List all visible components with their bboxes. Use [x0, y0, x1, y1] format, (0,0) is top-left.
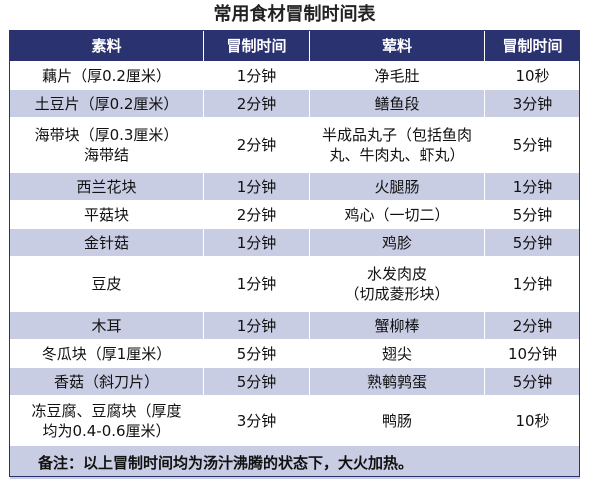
cell-line: 香菇（斜刀片）: [53, 372, 159, 391]
cell-line: 海带块（厚0.3厘米）: [34, 126, 179, 144]
table-row: 冻豆腐、豆腐块（厚度 均为0.4-0.6厘米） 3分钟 鸭肠 10秒: [9, 395, 581, 446]
veg-name-cell: 豆皮: [9, 256, 204, 312]
meat-time-cell: 2分钟: [484, 311, 581, 340]
veg-name-cell: 冬瓜块（厚1厘米）: [9, 339, 204, 368]
cell-line: 火腿肠: [374, 177, 420, 196]
header-row: 素料 冒制时间 荤料 冒制时间: [9, 30, 581, 62]
meat-name-cell: 水发肉皮 （切成菱形块）: [309, 256, 485, 312]
meat-name-cell: 净毛肚: [309, 61, 485, 90]
cell-line: 土豆片（厚0.2厘米）: [34, 94, 179, 113]
cell-line: 藕片（厚0.2厘米）: [42, 66, 171, 85]
veg-name-cell: 香菇（斜刀片）: [9, 367, 204, 396]
veg-time-cell: 2分钟: [203, 117, 310, 173]
cell-line: 蟹柳棒: [374, 316, 420, 335]
table-row: 平菇块 2分钟 鸡心（一切二） 5分钟: [9, 200, 581, 229]
table-row: 木耳 1分钟 蟹柳棒 2分钟: [9, 311, 581, 340]
veg-time-cell: 2分钟: [203, 89, 310, 118]
veg-name-cell: 海带块（厚0.3厘米） 海带结: [9, 117, 204, 173]
cell-line: （切成菱形块）: [344, 285, 450, 303]
cell-line: 木耳: [91, 316, 122, 335]
cell-line: 海带结: [83, 146, 129, 164]
veg-time-cell: 1分钟: [203, 61, 310, 90]
meat-name-cell: 鳝鱼段: [309, 89, 485, 118]
meat-name-cell: 火腿肠: [309, 172, 485, 201]
meat-time-cell: 5分钟: [484, 200, 581, 229]
cell-line: 丸、牛肉丸、虾丸）: [329, 146, 465, 164]
table-row: 海带块（厚0.3厘米） 海带结 2分钟 半成品丸子（包括鱼肉 丸、牛肉丸、虾丸） 5分钟: [9, 117, 581, 173]
cell-line: 半成品丸子（包括鱼肉: [321, 126, 472, 144]
meat-name-cell: 翅尖: [309, 339, 485, 368]
veg-time-cell: 5分钟: [203, 367, 310, 396]
meat-time-cell: 1分钟: [484, 172, 581, 201]
cell-line: 翅尖: [381, 344, 412, 363]
veg-name-cell: 西兰花块: [9, 172, 204, 201]
veg-name-cell: 藕片（厚0.2厘米）: [9, 61, 204, 90]
meat-time-cell: 10秒: [484, 395, 581, 446]
table-row: 金针菇 1分钟 鸡胗 5分钟: [9, 228, 581, 257]
veg-name-cell: 木耳: [9, 311, 204, 340]
header-veg: 素料: [9, 30, 204, 62]
cell-line: 金针菇: [83, 233, 129, 252]
cell-line: 鸭肠: [381, 411, 412, 430]
header-meat-time: 冒制时间: [484, 30, 581, 62]
meat-name-cell: 鸡胗: [309, 228, 485, 257]
table-row: 香菇（斜刀片） 5分钟 熟鹌鹑蛋 5分钟: [9, 367, 581, 396]
cooking-time-table: 素料 冒制时间 荤料 冒制时间 藕片（厚0.2厘米） 1分钟 净毛肚 10秒 土豆片（厚…: [9, 30, 581, 480]
cell-line: 豆皮: [91, 275, 122, 293]
meat-time-cell: 5分钟: [484, 228, 581, 257]
cell-line: 冻豆腐、豆腐块（厚度: [31, 401, 182, 420]
meat-name-cell: 半成品丸子（包括鱼肉 丸、牛肉丸、虾丸）: [309, 117, 485, 173]
meat-time-cell: 3分钟: [484, 89, 581, 118]
header-meat: 荤料: [309, 30, 485, 62]
meat-time-cell: 10分钟: [484, 339, 581, 368]
meat-time-cell: 1分钟: [484, 256, 581, 312]
veg-time-cell: 2分钟: [203, 200, 310, 229]
cell-line: 熟鹌鹑蛋: [366, 372, 427, 391]
veg-name-cell: 土豆片（厚0.2厘米）: [9, 89, 204, 118]
table-row: 西兰花块 1分钟 火腿肠 1分钟: [9, 172, 581, 201]
cell-line: 均为0.4-0.6厘米）: [42, 421, 171, 440]
table-row: 土豆片（厚0.2厘米） 2分钟 鳝鱼段 3分钟: [9, 89, 581, 118]
veg-time-cell: 5分钟: [203, 339, 310, 368]
table-title: 常用食材冒制时间表: [213, 4, 376, 25]
cell-line: 鳝鱼段: [374, 94, 420, 113]
table-row: 豆皮 1分钟 水发肉皮 （切成菱形块） 1分钟: [9, 256, 581, 312]
note-row: 备注：以上冒制时间均为汤汁沸腾的状态下，大火加热。: [9, 445, 581, 480]
note-text: 备注：以上冒制时间均为汤汁沸腾的状态下，大火加热。: [9, 445, 581, 480]
cell-line: 鸡胗: [381, 233, 412, 252]
cell-line: 冬瓜块（厚1厘米）: [41, 344, 172, 363]
cell-line: 平菇块: [83, 205, 129, 224]
cell-line: 鸡心（一切二）: [344, 205, 450, 224]
veg-name-cell: 平菇块: [9, 200, 204, 229]
cell-line: 水发肉皮: [366, 265, 427, 283]
meat-name-cell: 鸡心（一切二）: [309, 200, 485, 229]
veg-name-cell: 冻豆腐、豆腐块（厚度 均为0.4-0.6厘米）: [9, 395, 204, 446]
meat-name-cell: 熟鹌鹑蛋: [309, 367, 485, 396]
veg-time-cell: 1分钟: [203, 172, 310, 201]
meat-time-cell: 10秒: [484, 61, 581, 90]
veg-time-cell: 3分钟: [203, 395, 310, 446]
table-row: 冬瓜块（厚1厘米） 5分钟 翅尖 10分钟: [9, 339, 581, 368]
meat-time-cell: 5分钟: [484, 117, 581, 173]
veg-time-cell: 1分钟: [203, 256, 310, 312]
meat-time-cell: 5分钟: [484, 367, 581, 396]
cell-line: 净毛肚: [374, 66, 420, 85]
header-veg-time: 冒制时间: [203, 30, 310, 62]
veg-time-cell: 1分钟: [203, 311, 310, 340]
meat-name-cell: 蟹柳棒: [309, 311, 485, 340]
table-row: 藕片（厚0.2厘米） 1分钟 净毛肚 10秒: [9, 61, 581, 90]
cell-line: 西兰花块: [76, 177, 137, 196]
meat-name-cell: 鸭肠: [309, 395, 485, 446]
veg-time-cell: 1分钟: [203, 228, 310, 257]
veg-name-cell: 金针菇: [9, 228, 204, 257]
